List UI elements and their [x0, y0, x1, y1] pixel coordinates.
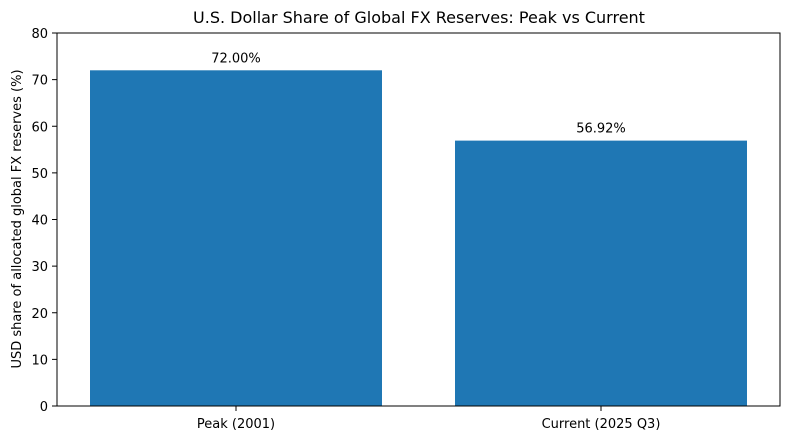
y-tick-label-80: 80: [31, 27, 48, 42]
y-axis-label: USD share of allocated global FX reserve…: [10, 69, 25, 368]
x-tick-label-1: Peak (2001): [197, 417, 275, 432]
data-label-2: 56.92%: [576, 122, 626, 137]
y-tick-label-70: 70: [31, 74, 48, 89]
y-tick-label-50: 50: [31, 167, 48, 182]
chart-title: U.S. Dollar Share of Global FX Reserves:…: [193, 8, 645, 27]
y-tick-label-60: 60: [31, 120, 48, 135]
y-tick-label-30: 30: [31, 260, 48, 275]
x-tick-label-2: Current (2025 Q3): [542, 417, 661, 432]
y-tick-label-0: 0: [40, 400, 48, 415]
plot-area: 72.00% Peak (2001) 56.92% Current (2025 Q3)…: [31, 27, 781, 432]
bar-1: [90, 70, 382, 407]
data-label-1: 72.00%: [211, 51, 261, 66]
y-tick-label-10: 10: [31, 353, 48, 368]
y-tick-label-40: 40: [31, 214, 48, 229]
y-tick-label-20: 20: [31, 307, 48, 322]
plot-frame: [56, 32, 781, 407]
bar-2: [455, 140, 747, 406]
